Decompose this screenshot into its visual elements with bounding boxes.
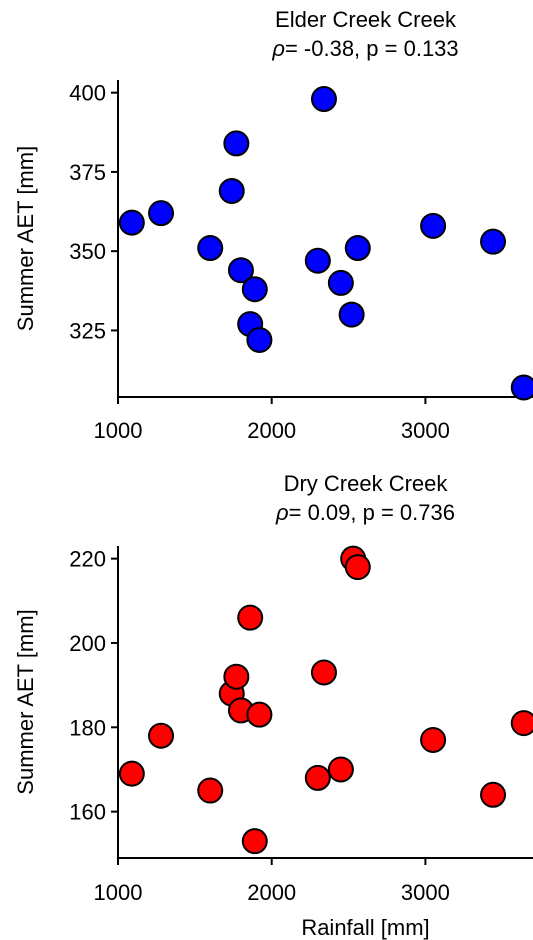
data-point (510, 374, 533, 401)
y-tick-label: 220 (69, 547, 106, 572)
data-point (148, 200, 175, 227)
data-point (237, 604, 264, 631)
data-point (304, 764, 331, 791)
data-point (227, 257, 254, 284)
y-tick-label: 400 (69, 81, 106, 106)
chart-subtitle: ρ= -0.38, p = 0.133 (271, 36, 458, 61)
y-tick-label: 350 (69, 239, 106, 264)
data-point (480, 228, 507, 255)
data-point (310, 659, 337, 686)
chart-title: Elder Creek Creek (275, 7, 457, 32)
data-point (327, 269, 354, 296)
x-tick-label: 2000 (247, 418, 296, 443)
y-tick-label: 375 (69, 160, 106, 185)
data-point (344, 554, 371, 581)
correlation-stats: = 0.09, p = 0.736 (289, 500, 455, 525)
data-point (246, 326, 273, 353)
rho-symbol: ρ (275, 500, 289, 525)
y-tick-label: 200 (69, 631, 106, 656)
panel-elder-creek: Elder Creek Creek ρ= -0.38, p = 0.133 325 3… (13, 7, 533, 443)
y-tick-label: 325 (69, 318, 106, 343)
data-point (223, 663, 250, 690)
data-point (197, 777, 224, 804)
data-point (304, 247, 331, 274)
x-tick-label: 1000 (94, 418, 143, 443)
x-axis-label: Rainfall [mm] (301, 915, 429, 940)
y-axis-label: Summer AET [mm] (13, 146, 38, 331)
data-point (510, 710, 533, 737)
data-point (197, 235, 224, 262)
y-tick-label: 180 (69, 715, 106, 740)
data-point (241, 828, 268, 855)
x-tick-label: 2000 (247, 880, 296, 905)
data-point (344, 235, 371, 262)
data-point (420, 212, 447, 239)
y-tick-label: 160 (69, 800, 106, 825)
data-point (223, 130, 250, 157)
data-point (310, 86, 337, 113)
correlation-stats: = -0.38, p = 0.133 (285, 36, 459, 61)
data-point (246, 701, 273, 728)
x-tick-label: 3000 (401, 880, 450, 905)
data-point (327, 756, 354, 783)
data-point (241, 276, 268, 303)
chart-subtitle: ρ= 0.09, p = 0.736 (275, 500, 455, 525)
data-point (118, 209, 145, 236)
rho-symbol: ρ (271, 36, 285, 61)
x-tick-label: 3000 (401, 418, 450, 443)
x-tick-label: 1000 (94, 880, 143, 905)
data-point (338, 301, 365, 328)
panel-dry-creek: Dry Creek Creek ρ= 0.09, p = 0.736 160 180 2… (13, 471, 533, 940)
data-point (118, 760, 145, 787)
data-point (218, 177, 245, 204)
data-point (148, 722, 175, 749)
data-point (480, 781, 507, 808)
y-axis-label: Summer AET [mm] (13, 609, 38, 794)
data-point (420, 726, 447, 753)
chart-title: Dry Creek Creek (284, 471, 449, 496)
